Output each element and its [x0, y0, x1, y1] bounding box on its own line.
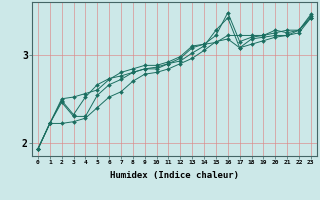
X-axis label: Humidex (Indice chaleur): Humidex (Indice chaleur) — [110, 171, 239, 180]
